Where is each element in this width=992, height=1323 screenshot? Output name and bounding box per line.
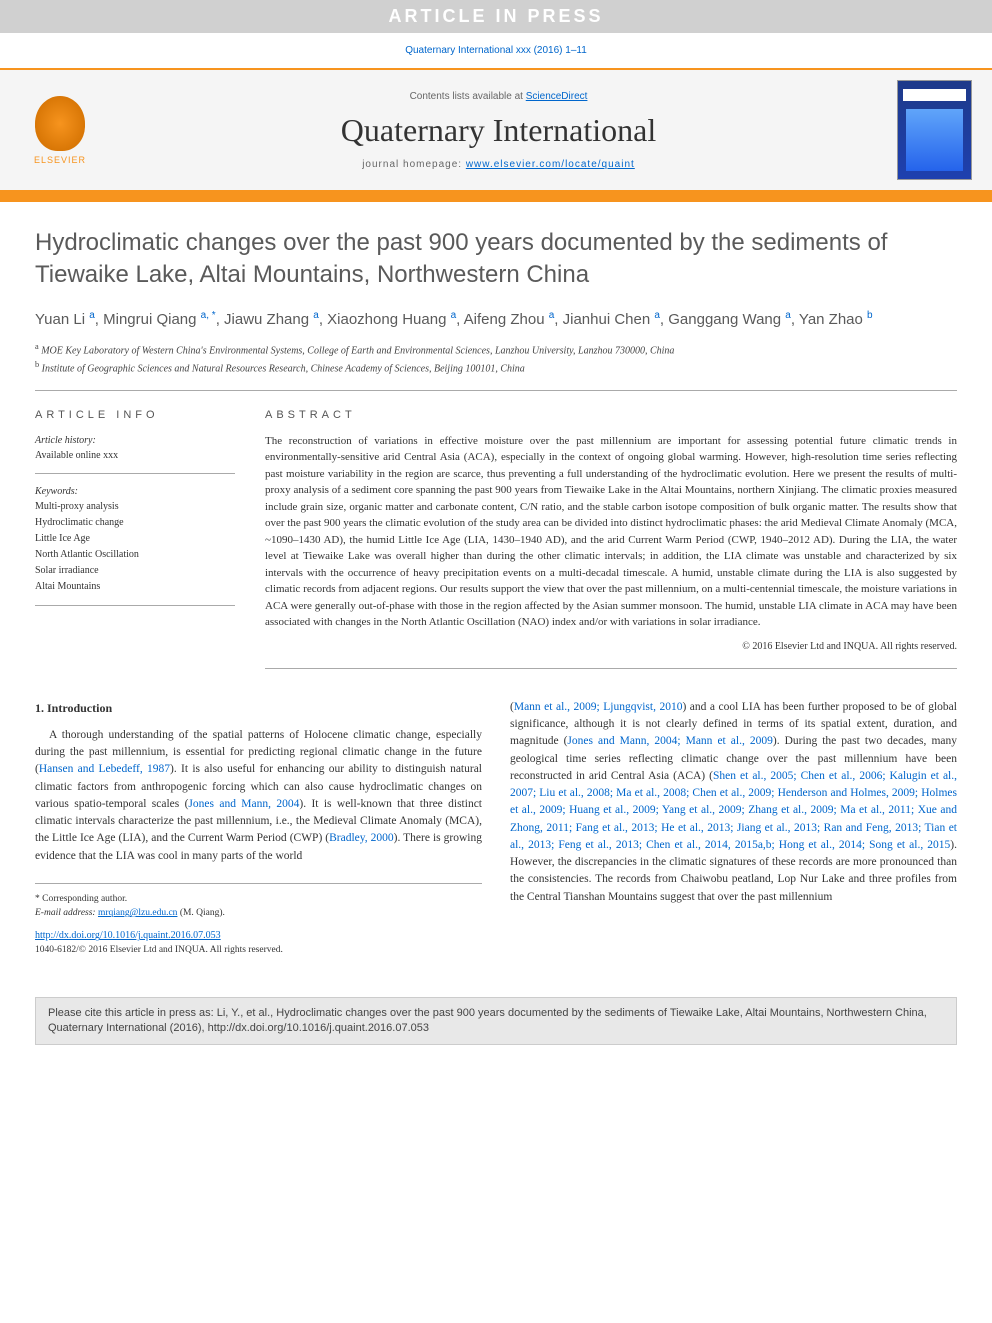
corresponding-email-link[interactable]: mrqiang@lzu.edu.cn: [98, 908, 177, 918]
article-info-column: ARTICLE INFO Article history: Available …: [35, 409, 235, 669]
keyword-item: Multi-proxy analysis: [35, 499, 235, 515]
affiliation-a: a MOE Key Laboratory of Western China's …: [35, 341, 957, 358]
homepage-link[interactable]: www.elsevier.com/locate/quaint: [466, 159, 635, 170]
section-title-text: Introduction: [47, 701, 112, 715]
abstract-copyright: © 2016 Elsevier Ltd and INQUA. All right…: [265, 641, 957, 652]
keyword-item: Altai Mountains: [35, 579, 235, 595]
body-paragraph: (Mann et al., 2009; Ljungqvist, 2010) an…: [510, 699, 957, 906]
article-in-press-banner: ARTICLE IN PRESS: [0, 0, 992, 33]
elsevier-logo[interactable]: ELSEVIER: [20, 85, 100, 175]
email-label: E-mail address:: [35, 908, 96, 918]
journal-header: ELSEVIER Contents lists available at Sci…: [0, 68, 992, 192]
history-value: Available online xxx: [35, 448, 235, 463]
issn-line: 1040-6182/© 2016 Elsevier Ltd and INQUA.…: [35, 943, 482, 957]
section-heading: 1. Introduction: [35, 699, 482, 717]
abstract-text: The reconstruction of variations in effe…: [265, 433, 957, 631]
please-cite-box: Please cite this article in press as: Li…: [35, 997, 957, 1046]
citation-line: Quaternary International xxx (2016) 1–11: [0, 33, 992, 68]
email-suffix: (M. Qiang).: [180, 908, 225, 918]
header-center: Contents lists available at ScienceDirec…: [100, 91, 897, 170]
body-column-left: 1. Introduction A thorough understanding…: [35, 699, 482, 958]
body-columns: 1. Introduction A thorough understanding…: [35, 699, 957, 958]
doi-line: http://dx.doi.org/10.1016/j.quaint.2016.…: [35, 928, 482, 943]
keywords-label: Keywords:: [35, 484, 235, 499]
affiliations: a MOE Key Laboratory of Western China's …: [35, 341, 957, 376]
article-title: Hydroclimatic changes over the past 900 …: [35, 227, 957, 292]
article-content: Hydroclimatic changes over the past 900 …: [0, 202, 992, 983]
article-history-block: Article history: Available online xxx: [35, 433, 235, 474]
affiliation-b: b Institute of Geographic Sciences and N…: [35, 359, 957, 376]
corresponding-author-block: * Corresponding author. E-mail address: …: [35, 883, 482, 921]
sciencedirect-link[interactable]: ScienceDirect: [526, 91, 588, 102]
contents-prefix: Contents lists available at: [410, 91, 526, 102]
body-paragraph: A thorough understanding of the spatial …: [35, 727, 482, 865]
journal-name: Quaternary International: [100, 112, 897, 149]
history-label: Article history:: [35, 433, 235, 448]
author-list: Yuan Li a, Mingrui Qiang a, *, Jiawu Zha…: [35, 308, 957, 332]
section-number: 1.: [35, 701, 44, 715]
homepage-prefix: journal homepage:: [362, 159, 466, 170]
homepage-line: journal homepage: www.elsevier.com/locat…: [100, 159, 897, 170]
body-column-right: (Mann et al., 2009; Ljungqvist, 2010) an…: [510, 699, 957, 958]
keyword-item: Little Ice Age: [35, 531, 235, 547]
elsevier-label: ELSEVIER: [34, 155, 86, 165]
keywords-block: Keywords: Multi-proxy analysis Hydroclim…: [35, 484, 235, 606]
email-line: E-mail address: mrqiang@lzu.edu.cn (M. Q…: [35, 906, 482, 920]
keyword-item: North Atlantic Oscillation: [35, 547, 235, 563]
journal-cover-thumbnail[interactable]: [897, 80, 972, 180]
keyword-item: Solar irradiance: [35, 563, 235, 579]
orange-divider: [0, 192, 992, 202]
elsevier-tree-icon: [35, 96, 85, 151]
abstract-header: ABSTRACT: [265, 409, 957, 421]
contents-line: Contents lists available at ScienceDirec…: [100, 91, 897, 102]
abstract-column: ABSTRACT The reconstruction of variation…: [265, 409, 957, 669]
info-abstract-row: ARTICLE INFO Article history: Available …: [35, 390, 957, 669]
keyword-item: Hydroclimatic change: [35, 515, 235, 531]
doi-link[interactable]: http://dx.doi.org/10.1016/j.quaint.2016.…: [35, 930, 221, 941]
article-info-header: ARTICLE INFO: [35, 409, 235, 421]
abstract-bottom-rule: [265, 668, 957, 669]
corresponding-label: * Corresponding author.: [35, 892, 482, 906]
